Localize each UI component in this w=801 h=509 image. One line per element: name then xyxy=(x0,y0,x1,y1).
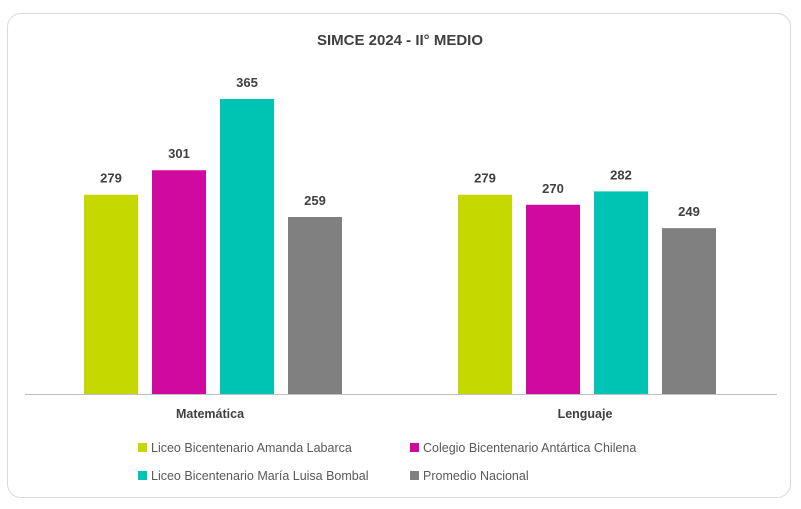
legend-label-promedio-nacional: Promedio Nacional xyxy=(423,469,529,483)
legend-swatch-amanda-labarca xyxy=(138,443,147,452)
bar-matematica-promedio-nacional xyxy=(288,217,342,394)
bar-lenguaje-amanda-labarca xyxy=(458,194,512,394)
legend: Liceo Bicentenario Amanda Labarca Colegi… xyxy=(138,441,636,483)
data-label-matematica-maria-luisa-bombal: 365 xyxy=(236,75,258,90)
data-label-lenguaje-antartica-chilena: 270 xyxy=(542,181,564,196)
data-label-lenguaje-maria-luisa-bombal: 282 xyxy=(610,167,632,182)
legend-label-maria-luisa-bombal: Liceo Bicentenario María Luisa Bombal xyxy=(151,469,368,483)
chart-title: SIMCE 2024 - II° MEDIO xyxy=(317,32,483,49)
legend-swatch-maria-luisa-bombal xyxy=(138,471,147,480)
data-label-lenguaje-promedio-nacional: 249 xyxy=(678,204,700,219)
category-label-matematica: Matemática xyxy=(176,407,245,421)
data-labels-group: 279 301 365 259 279 270 282 249 xyxy=(100,75,700,219)
bar-lenguaje-promedio-nacional xyxy=(662,228,716,394)
data-label-lenguaje-amanda-labarca: 279 xyxy=(474,171,496,186)
category-labels-group: Matemática Lenguaje xyxy=(176,407,613,421)
data-label-matematica-promedio-nacional: 259 xyxy=(304,193,326,208)
bar-lenguaje-antartica-chilena xyxy=(526,204,580,394)
legend-label-antartica-chilena: Colegio Bicentenario Antártica Chilena xyxy=(423,441,636,455)
legend-swatch-promedio-nacional xyxy=(410,471,419,480)
bar-matematica-amanda-labarca xyxy=(84,194,138,394)
legend-swatch-antartica-chilena xyxy=(410,443,419,452)
data-label-matematica-antartica-chilena: 301 xyxy=(168,146,190,161)
legend-label-amanda-labarca: Liceo Bicentenario Amanda Labarca xyxy=(151,441,352,455)
bar-lenguaje-maria-luisa-bombal xyxy=(594,191,648,394)
bars-group xyxy=(84,99,716,394)
data-label-matematica-amanda-labarca: 279 xyxy=(100,171,122,186)
bar-matematica-antartica-chilena xyxy=(152,170,206,394)
category-label-lenguaje: Lenguaje xyxy=(558,407,613,421)
bar-matematica-maria-luisa-bombal xyxy=(220,99,274,394)
